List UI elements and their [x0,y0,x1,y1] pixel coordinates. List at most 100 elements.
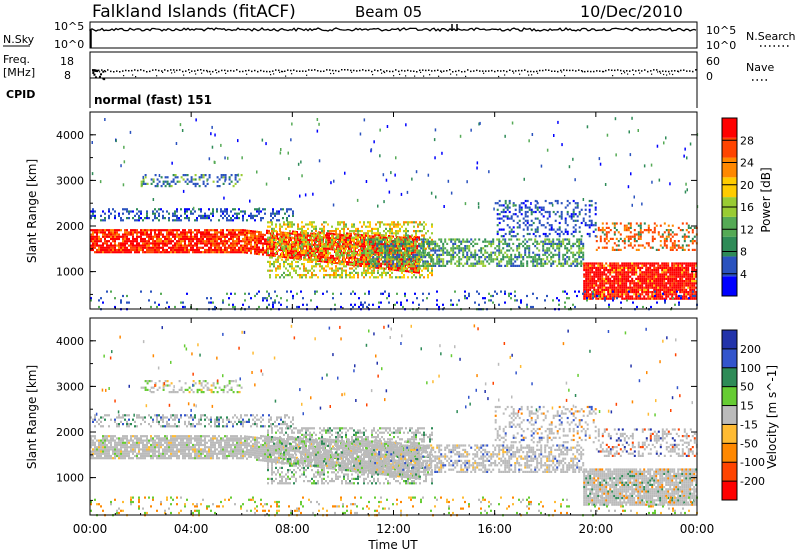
freq-dot [251,70,253,73]
range-gate-cell [397,221,399,224]
range-gate-cell [452,247,455,250]
range-gate-cell [118,229,120,232]
range-gate-cell [325,258,327,261]
range-gate-cell [671,284,674,287]
range-gate-cell [365,265,367,268]
range-gate-cell [625,235,628,238]
range-gate-cell [266,229,268,232]
range-gate-cell [663,293,666,296]
freq-dot [284,70,286,72]
range-gate-cell [98,235,100,238]
range-gate-cell [611,264,614,267]
range-gate-cell [394,251,397,254]
range-gate-cell [681,295,684,298]
range-gate-cell [398,264,401,267]
range-gate-cell [373,269,375,272]
freq-dot [371,70,373,73]
range-gate-cell [376,238,379,241]
range-gate-cell [506,253,509,256]
range-gate-cell [393,221,395,224]
range-gate-cell [130,244,132,247]
range-gate-cell [323,267,325,270]
range-gate-cell [238,231,240,234]
range-gate-cell [399,230,401,233]
range-gate-cell [474,264,477,267]
range-gate-cell [116,251,118,254]
range-gate-cell [230,246,232,249]
range-gate-cell [134,244,136,247]
range-gate-cell [438,258,441,261]
range-gate-cell [444,238,447,241]
range-gate-cell [269,221,271,224]
range-gate-cell [683,280,686,283]
range-gate-cell [315,241,317,244]
range-gate-cell [331,267,333,270]
range-gate-cell [603,277,606,280]
range-gate-cell [132,240,134,243]
range-gate-cell [400,249,403,252]
range-gate-cell [238,248,240,252]
range-gate-cell [391,232,393,235]
range-gate-cell [162,235,164,238]
range-gate-cell [572,260,575,263]
range-gate-cell [330,232,332,235]
range-gate-cell [500,251,503,254]
nave-dot [162,71,164,73]
range-gate-cell [349,230,351,233]
range-gate-cell [305,249,307,252]
range-gate-cell [417,225,419,228]
range-gate-cell [647,262,650,265]
range-gate-cell [516,238,519,241]
range-gate-cell [409,221,411,224]
range-gate-cell [418,258,421,261]
range-gate-cell [361,274,363,277]
range-gate-cell [687,248,690,251]
range-gate-cell [208,231,210,234]
range-gate-cell [427,267,429,270]
range-gate-cell [691,229,694,232]
range-gate-cell [238,233,240,236]
range-gate-cell [275,230,277,233]
range-gate-cell [681,286,684,289]
range-gate-cell [454,251,457,254]
range-gate-cell [214,235,216,238]
range-gate-cell [683,288,686,291]
range-gate-cell [277,258,279,261]
range-gate-cell [114,214,116,217]
range-gate-cell [637,264,640,267]
range-gate-cell [669,293,672,296]
range-gate-cell [351,236,353,239]
freq-panel-frame [89,51,698,79]
range-gate-cell [188,235,190,238]
range-gate-cell [476,260,479,263]
range-gate-cell [285,249,287,252]
range-gate-cell [276,235,278,238]
range-gate-cell [627,226,630,229]
range-gate-cell [558,247,561,250]
range-gate-cell [425,247,427,250]
range-gate-cell [246,231,248,234]
freq-dot [308,69,310,71]
range-gate-cell [427,230,429,233]
range-gate-cell [112,244,114,247]
range-gate-cell [339,249,341,252]
range-gate-cell [665,271,668,274]
range-gate-cell [357,236,359,239]
range-gate-cell [144,244,146,247]
range-gate-cell [210,240,212,243]
range-gate-cell [275,236,277,239]
range-gate-cell [420,264,423,267]
range-gate-cell [589,280,592,283]
range-gate-cell [466,256,469,259]
freq-dot [347,69,349,71]
freq-dot [455,70,457,73]
range-gate-cell [639,222,642,225]
range-gate-cell [423,234,425,237]
range-gate-cell [450,247,453,250]
range-gate-cell [691,286,694,289]
range-gate-cell [206,237,208,241]
range-gate-cell [605,246,608,249]
range-gate-cell [647,271,650,274]
range-gate-cell [376,246,378,249]
range-gate-cell [298,233,300,236]
